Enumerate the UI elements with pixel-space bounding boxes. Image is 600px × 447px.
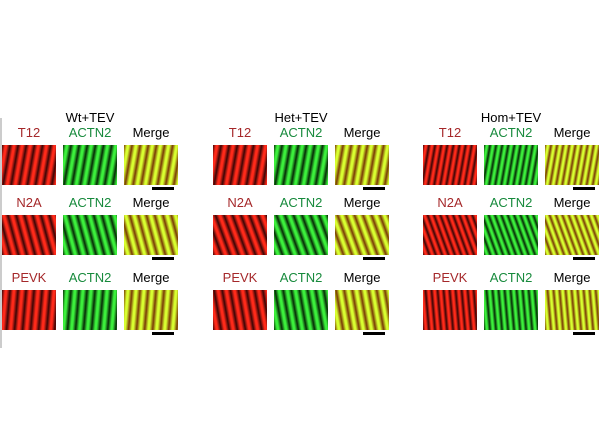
micrograph	[484, 145, 538, 185]
micrograph	[423, 290, 477, 330]
channel-label: N2A	[227, 195, 253, 210]
scale-bar	[573, 257, 595, 260]
edge-line	[0, 118, 2, 348]
micrograph	[213, 215, 267, 255]
channel-label: T12	[228, 125, 252, 140]
channel-label: ACTN2	[279, 270, 323, 285]
scale-bar	[152, 332, 174, 335]
micrograph	[545, 290, 599, 330]
micrograph	[213, 290, 267, 330]
channel-label: ACTN2	[68, 270, 112, 285]
channel-label: N2A	[437, 195, 463, 210]
micrograph	[63, 215, 117, 255]
scale-bar	[363, 332, 385, 335]
scale-bar	[573, 187, 595, 190]
micrograph	[423, 215, 477, 255]
panel-title: Wt+TEV	[65, 110, 115, 125]
channel-label: Merge	[132, 125, 170, 140]
micrograph	[545, 215, 599, 255]
micrograph	[335, 215, 389, 255]
channel-label: ACTN2	[68, 125, 112, 140]
channel-label: ACTN2	[489, 270, 533, 285]
scale-bar	[363, 257, 385, 260]
micrograph	[335, 145, 389, 185]
channel-label: PEVK	[432, 270, 468, 285]
micrograph	[2, 145, 56, 185]
micrograph	[63, 145, 117, 185]
micrograph	[484, 215, 538, 255]
channel-label: Merge	[343, 195, 381, 210]
micrograph	[2, 215, 56, 255]
micrograph	[2, 290, 56, 330]
channel-label: Merge	[553, 125, 591, 140]
scale-bar	[363, 187, 385, 190]
channel-label: T12	[438, 125, 462, 140]
scale-bar	[152, 187, 174, 190]
micrograph	[274, 145, 328, 185]
scale-bar	[573, 332, 595, 335]
micrograph	[213, 145, 267, 185]
micrograph	[124, 215, 178, 255]
channel-label: ACTN2	[279, 125, 323, 140]
scale-bar	[152, 257, 174, 260]
channel-label: PEVK	[11, 270, 47, 285]
channel-label: Merge	[343, 125, 381, 140]
channel-label: ACTN2	[489, 125, 533, 140]
micrograph	[423, 145, 477, 185]
micrograph	[545, 145, 599, 185]
channel-label: Merge	[553, 195, 591, 210]
channel-label: ACTN2	[279, 195, 323, 210]
channel-label: T12	[17, 125, 41, 140]
channel-label: Merge	[132, 195, 170, 210]
micrograph	[274, 215, 328, 255]
channel-label: Merge	[132, 270, 170, 285]
micrograph	[124, 290, 178, 330]
micrograph	[484, 290, 538, 330]
channel-label: ACTN2	[68, 195, 112, 210]
micrograph	[124, 145, 178, 185]
channel-label: N2A	[16, 195, 42, 210]
micrograph	[63, 290, 117, 330]
panel-title: Hom+TEV	[480, 110, 542, 125]
channel-label: Merge	[343, 270, 381, 285]
panel-title: Het+TEV	[274, 110, 328, 125]
micrograph	[274, 290, 328, 330]
channel-label: Merge	[553, 270, 591, 285]
channel-label: PEVK	[222, 270, 258, 285]
channel-label: ACTN2	[489, 195, 533, 210]
micrograph	[335, 290, 389, 330]
